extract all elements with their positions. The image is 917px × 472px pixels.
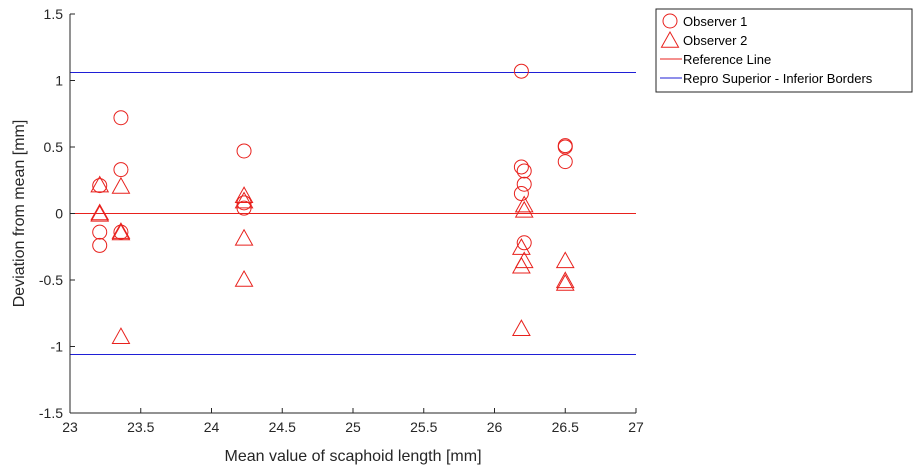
observer-1-point-10 xyxy=(513,159,529,175)
y-axis-label: Deviation from mean [mm] xyxy=(11,120,28,308)
observer-2-point-15 xyxy=(511,256,531,274)
observer-2-point-9 xyxy=(234,228,254,246)
observer-2-point-12 xyxy=(514,200,534,218)
x-axis-label: Mean value of scaphoid length [mm] xyxy=(224,448,481,465)
observer-1-point-13 xyxy=(513,186,529,202)
legend-entry-1: Observer 2 xyxy=(683,33,747,48)
y-tick-label-1: -1 xyxy=(51,339,64,355)
observer-1-point-11 xyxy=(516,163,532,179)
observer-1-point-0 xyxy=(92,178,108,194)
observer-2-point-1 xyxy=(90,203,110,221)
y-tick-label-0: -1.5 xyxy=(39,405,63,421)
observer-1-point-6 xyxy=(236,143,252,159)
x-tick-label-1: 23.5 xyxy=(127,419,154,435)
observer-1-point-3 xyxy=(113,110,129,126)
observer-1-point-17 xyxy=(557,154,573,170)
legend-triangle-icon xyxy=(660,30,680,48)
legend: Observer 1 Observer 2 Reference Line Repro … xyxy=(655,8,913,93)
observer-2-point-6 xyxy=(111,327,131,344)
x-tick-label-7: 26.5 xyxy=(552,419,579,435)
observer-2-point-18 xyxy=(555,271,575,289)
observer-1-point-12 xyxy=(516,176,532,192)
x-tick-label-5: 25.5 xyxy=(410,419,437,435)
observer-2-point-0 xyxy=(90,175,110,193)
observer-2-point-19 xyxy=(555,273,575,291)
x-tick-label-6: 26 xyxy=(487,419,503,435)
observer-2-point-17 xyxy=(555,251,575,269)
observer-2-point-13 xyxy=(511,238,531,255)
x-tick-label-4: 25 xyxy=(345,419,361,435)
observer-2-point-8 xyxy=(234,191,254,209)
legend-box xyxy=(655,8,913,93)
observer-2-point-3 xyxy=(111,176,131,194)
legend-circle-icon xyxy=(662,13,678,29)
y-tick-label-6: 1.5 xyxy=(44,6,64,22)
observer-2-point-4 xyxy=(111,222,131,239)
x-tick-label-0: 23 xyxy=(62,419,78,435)
legend-entry-2: Reference Line xyxy=(683,52,771,67)
plot-area xyxy=(70,63,636,355)
observer-1-point-2 xyxy=(92,237,108,253)
observer-2-point-2 xyxy=(90,204,110,222)
observer-2-point-7 xyxy=(234,186,254,204)
y-tick-label-4: 0.5 xyxy=(44,139,64,155)
observer-1-point-9 xyxy=(513,63,529,79)
observer-2-point-10 xyxy=(234,269,254,287)
y-tick-label-5: 1 xyxy=(55,73,63,89)
observer-1-point-14 xyxy=(516,235,532,251)
observer-2-point-11 xyxy=(514,195,534,213)
x-tick-label-3: 24.5 xyxy=(269,419,296,435)
x-tick-label-8: 27 xyxy=(628,419,644,435)
y-tick-label-2: -0.5 xyxy=(39,272,63,288)
observer-1-point-4 xyxy=(113,162,129,178)
y-tick-label-3: 0 xyxy=(55,206,63,222)
observer-1-point-1 xyxy=(92,224,108,240)
observer-1-point-16 xyxy=(557,139,573,155)
observer-2-point-5 xyxy=(111,223,131,241)
x-tick-label-2: 24 xyxy=(204,419,220,435)
observer-1-point-15 xyxy=(557,138,573,154)
axes: 23 23.5 24 24.5 25 25.5 26 26.5 27 -1.5 -1 -0.5 0 0.5… xyxy=(39,6,644,435)
observer-2-point-16 xyxy=(511,319,531,337)
legend-entry-0: Observer 1 xyxy=(683,14,747,29)
legend-entry-3: Repro Superior - Inferior Borders xyxy=(683,71,873,86)
